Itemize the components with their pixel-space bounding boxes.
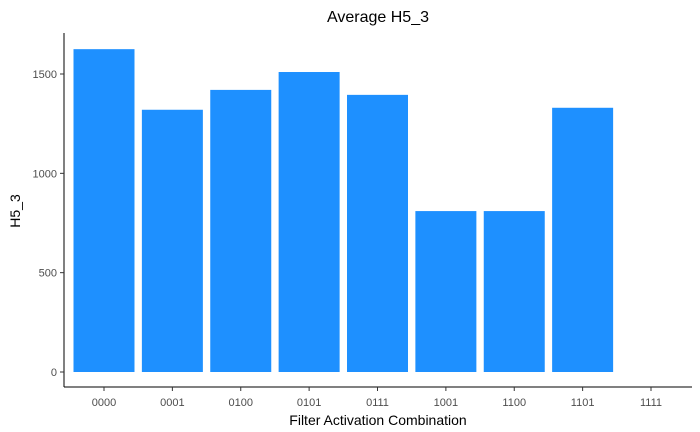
x-axis-title: Filter Activation Combination	[289, 412, 466, 428]
bar-0101	[278, 72, 340, 372]
x-tick-label: 0000	[92, 397, 116, 409]
bar-1001	[415, 211, 477, 372]
x-axis-ticks: 0000 0001 0100 0101 0111 1001 1100 1101 1111	[92, 387, 662, 409]
bar-0100	[210, 89, 272, 372]
x-tick-label: 1111	[640, 397, 662, 409]
x-tick-label: 1100	[502, 397, 526, 409]
y-tick-label: 0	[51, 367, 57, 379]
bar-1100	[483, 211, 545, 372]
y-axis-title: H5_3	[7, 194, 23, 228]
y-tick-label: 500	[39, 268, 57, 280]
bar-0000	[73, 49, 135, 373]
y-axis-ticks: 0 500 1000 1500	[33, 69, 64, 379]
bar-group	[73, 49, 614, 373]
y-tick-label: 1500	[33, 69, 57, 81]
x-tick-label: 0001	[160, 397, 184, 409]
x-tick-label: 1001	[434, 397, 458, 409]
bar-1101	[552, 107, 614, 373]
chart-title: Average H5_3	[327, 9, 429, 26]
x-tick-label: 0111	[366, 397, 389, 409]
y-tick-label: 1000	[33, 168, 57, 180]
bar-0001	[141, 109, 203, 372]
x-tick-label: 0101	[297, 397, 321, 409]
x-tick-label: 0100	[229, 397, 253, 409]
bar-0111	[347, 94, 408, 373]
x-tick-label: 1101	[571, 397, 595, 409]
